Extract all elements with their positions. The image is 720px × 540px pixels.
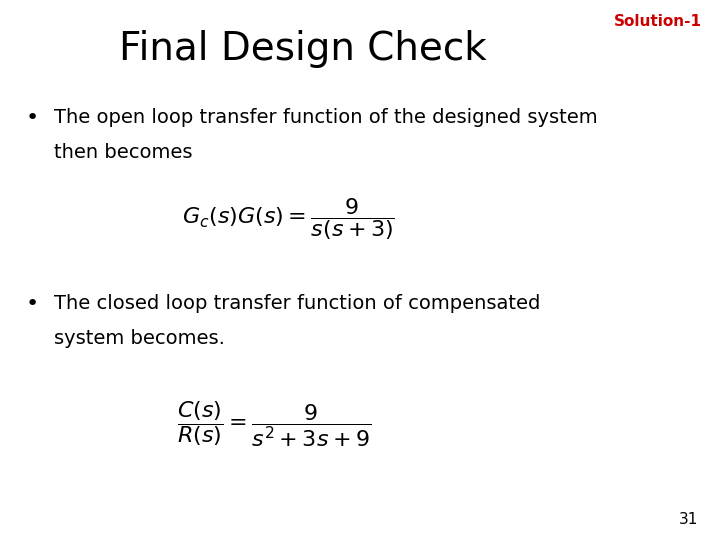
Text: then becomes: then becomes	[54, 143, 192, 162]
Text: •: •	[25, 108, 38, 128]
Text: Final Design Check: Final Design Check	[119, 30, 486, 68]
Text: 31: 31	[679, 511, 698, 526]
Text: $\dfrac{C(s)}{R(s)} = \dfrac{9}{s^2 + 3s + 9}$: $\dfrac{C(s)}{R(s)} = \dfrac{9}{s^2 + 3s…	[176, 399, 371, 449]
Text: system becomes.: system becomes.	[54, 329, 225, 348]
Text: The open loop transfer function of the designed system: The open loop transfer function of the d…	[54, 108, 598, 127]
Text: The closed loop transfer function of compensated: The closed loop transfer function of com…	[54, 294, 541, 313]
Text: $G_c(s)G(s) = \dfrac{9}{s(s + 3)}$: $G_c(s)G(s) = \dfrac{9}{s(s + 3)}$	[181, 195, 395, 242]
Text: •: •	[25, 294, 38, 314]
Text: Solution-1: Solution-1	[614, 14, 702, 29]
